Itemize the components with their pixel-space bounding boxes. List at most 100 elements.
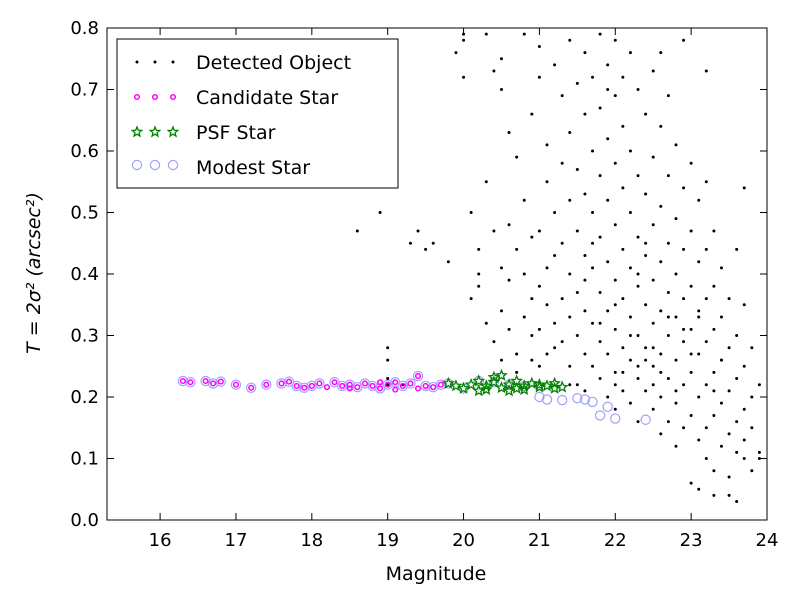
modest-star-point xyxy=(200,375,211,387)
detected-object-point xyxy=(613,38,617,42)
series-modest-star xyxy=(177,370,651,425)
detected-object-point xyxy=(727,475,731,479)
detected-object-point xyxy=(598,321,602,325)
modest-star-point xyxy=(245,382,257,393)
detected-object-point xyxy=(583,254,587,258)
psf-star-point xyxy=(502,384,516,397)
detected-object-point xyxy=(682,186,686,190)
detected-object-point xyxy=(742,186,746,190)
detected-object-point xyxy=(606,395,610,399)
candidate-star-point xyxy=(210,380,217,387)
detected-object-point xyxy=(659,260,663,264)
detected-object-point xyxy=(666,94,670,98)
candidate-star-point xyxy=(392,386,399,393)
detected-object-point xyxy=(507,131,511,135)
detected-object-point xyxy=(651,278,655,282)
detected-object-point xyxy=(628,266,632,270)
detected-object-point xyxy=(651,69,655,73)
modest-star-point xyxy=(299,382,310,393)
detected-object-point xyxy=(598,32,602,36)
detected-object-point xyxy=(621,75,625,79)
detected-object-point xyxy=(735,334,739,337)
detected-object-point xyxy=(666,315,670,319)
detected-object-point xyxy=(598,290,602,294)
modest-star-point xyxy=(534,391,545,403)
detected-object-point xyxy=(644,346,648,350)
detected-object-point xyxy=(689,327,693,331)
detected-object-point xyxy=(674,315,678,319)
detected-object-point xyxy=(568,383,572,387)
detected-object-point xyxy=(719,266,723,270)
candidate-star-point xyxy=(414,385,422,392)
legend-label-psf-star: PSF Star xyxy=(196,122,276,144)
detected-object-point xyxy=(666,174,670,178)
detected-object-point xyxy=(727,389,731,393)
detected-object-point xyxy=(712,413,716,417)
detected-object-point xyxy=(628,358,632,362)
legend-marker-psf-star xyxy=(130,125,144,138)
detected-object-point xyxy=(689,481,693,485)
y-tick-label: 0.5 xyxy=(70,203,99,224)
candidate-star-point xyxy=(323,384,331,391)
modest-star-point xyxy=(405,378,416,389)
detected-object-point xyxy=(704,457,708,460)
detected-object-point xyxy=(644,112,648,116)
modest-star-point xyxy=(344,379,355,390)
legend-box xyxy=(116,38,399,189)
candidate-star-point xyxy=(346,381,353,388)
detected-object-point xyxy=(674,401,678,405)
detected-object-point xyxy=(682,383,686,387)
psf-star-point xyxy=(449,379,463,392)
modest-star-point xyxy=(397,380,409,392)
legend-label-detected-object: Detected Object xyxy=(196,52,351,74)
detected-object-point xyxy=(386,358,390,362)
detected-object-point xyxy=(704,383,708,387)
detected-object-point xyxy=(651,364,655,368)
detected-object-point xyxy=(735,450,739,454)
detected-object-point xyxy=(666,377,670,381)
detected-object-point xyxy=(651,346,655,350)
modest-star-point xyxy=(336,380,348,392)
detected-object-point xyxy=(750,395,754,399)
detected-object-point xyxy=(507,223,511,227)
detected-object-point xyxy=(530,334,534,337)
candidate-star-point xyxy=(202,377,209,385)
modest-star-point xyxy=(541,394,553,405)
detected-object-point xyxy=(689,352,693,356)
detected-object-point xyxy=(537,284,541,288)
detected-object-point xyxy=(682,340,686,344)
candidate-star-point xyxy=(217,378,224,385)
detected-object-point xyxy=(613,94,617,98)
detected-object-point xyxy=(484,32,488,36)
detected-object-point xyxy=(674,358,678,362)
detected-object-point xyxy=(644,358,648,362)
y-tick-label: 0.2 xyxy=(70,387,99,408)
detected-object-point xyxy=(598,174,602,178)
legend-marker-candidate-star xyxy=(169,93,177,101)
detected-object-point xyxy=(575,334,579,337)
psf-star-point xyxy=(525,376,539,389)
detected-object-point xyxy=(553,346,557,350)
detected-object-point xyxy=(651,321,655,325)
detected-object-point xyxy=(757,457,761,460)
candidate-star-point xyxy=(293,382,300,389)
detected-object-point xyxy=(674,143,678,147)
detected-object-point xyxy=(628,334,632,337)
psf-star-point xyxy=(487,370,501,383)
detected-object-point xyxy=(689,284,693,288)
detected-object-point xyxy=(644,254,648,258)
psf-star-point xyxy=(517,382,531,396)
detected-object-point xyxy=(704,297,708,301)
detected-object-point xyxy=(386,383,390,387)
psf-star-point xyxy=(555,380,569,393)
detected-object-point xyxy=(697,352,701,356)
detected-object-point xyxy=(636,88,640,91)
detected-object-point xyxy=(515,370,519,374)
detected-object-point xyxy=(628,149,632,153)
modest-star-point xyxy=(185,377,196,388)
detected-object-point xyxy=(697,309,701,313)
candidate-star-point xyxy=(286,378,293,385)
detected-object-point xyxy=(469,211,473,214)
detected-object-point xyxy=(621,297,625,301)
detected-object-point xyxy=(545,180,549,184)
